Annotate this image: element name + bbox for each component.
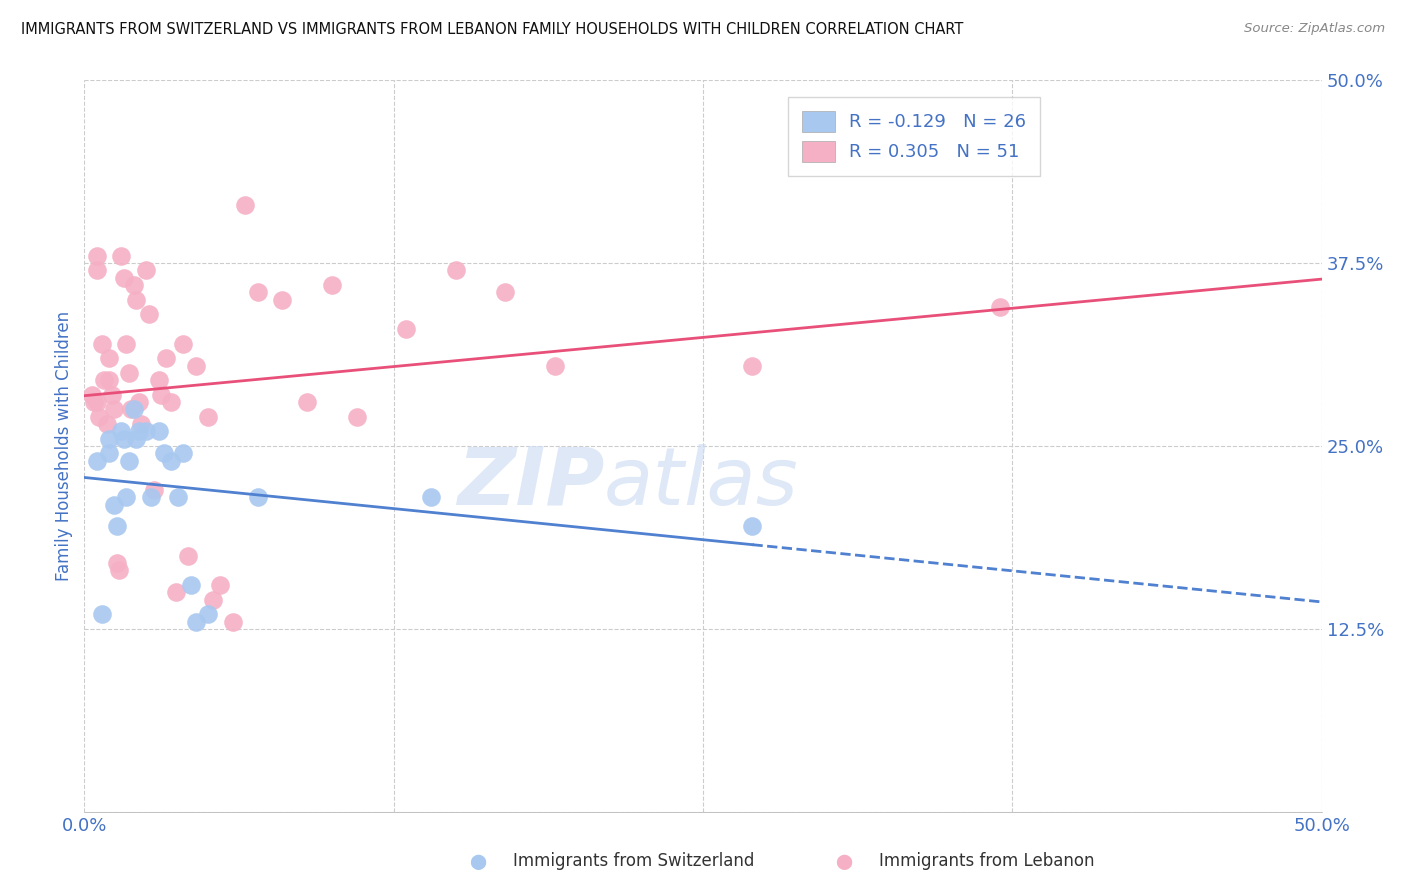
Text: Source: ZipAtlas.com: Source: ZipAtlas.com	[1244, 22, 1385, 36]
Point	[419, 490, 441, 504]
Point	[152, 446, 174, 460]
Text: ZIP: ZIP	[457, 443, 605, 522]
Text: ⬤: ⬤	[470, 855, 486, 870]
Point	[105, 519, 128, 533]
Point	[184, 615, 207, 629]
Legend: R = -0.129   N = 26, R = 0.305   N = 51: R = -0.129 N = 26, R = 0.305 N = 51	[787, 96, 1040, 177]
Point	[112, 432, 135, 446]
Point	[83, 395, 105, 409]
Text: Immigrants from Switzerland: Immigrants from Switzerland	[513, 852, 755, 870]
Point	[105, 556, 128, 570]
Point	[271, 293, 294, 307]
Point	[110, 249, 132, 263]
Point	[165, 585, 187, 599]
Point	[86, 263, 108, 277]
Point	[141, 490, 163, 504]
Point	[100, 388, 122, 402]
Point	[233, 197, 256, 211]
Point	[90, 607, 112, 622]
Point	[115, 336, 138, 351]
Point	[86, 453, 108, 467]
Point	[90, 336, 112, 351]
Point	[98, 446, 121, 460]
Point	[120, 402, 142, 417]
Point	[125, 293, 148, 307]
Point	[108, 563, 131, 577]
Point	[172, 446, 194, 460]
Y-axis label: Family Households with Children: Family Households with Children	[55, 311, 73, 581]
Text: atlas: atlas	[605, 443, 799, 522]
Point	[543, 359, 565, 373]
Point	[128, 425, 150, 439]
Point	[741, 519, 763, 533]
Point	[167, 490, 190, 504]
Point	[135, 425, 157, 439]
Point	[321, 278, 343, 293]
Point	[148, 425, 170, 439]
Point	[135, 263, 157, 277]
Point	[110, 425, 132, 439]
Point	[86, 395, 108, 409]
Point	[148, 373, 170, 387]
Point	[118, 453, 141, 467]
Point	[209, 578, 232, 592]
Point	[346, 409, 368, 424]
Point	[246, 490, 269, 504]
Text: ⬤: ⬤	[835, 855, 852, 870]
Point	[180, 578, 202, 592]
Point	[160, 453, 183, 467]
Point	[444, 263, 467, 277]
Point	[246, 285, 269, 300]
Point	[184, 359, 207, 373]
Point	[741, 359, 763, 373]
Text: IMMIGRANTS FROM SWITZERLAND VS IMMIGRANTS FROM LEBANON FAMILY HOUSEHOLDS WITH CH: IMMIGRANTS FROM SWITZERLAND VS IMMIGRANT…	[21, 22, 963, 37]
Point	[98, 351, 121, 366]
Point	[395, 322, 418, 336]
Point	[197, 409, 219, 424]
Point	[112, 270, 135, 285]
Point	[222, 615, 245, 629]
Point	[125, 432, 148, 446]
Point	[295, 395, 318, 409]
Point	[89, 409, 111, 424]
Point	[80, 388, 103, 402]
Point	[155, 351, 177, 366]
Point	[142, 483, 165, 497]
Point	[103, 402, 125, 417]
Point	[118, 366, 141, 380]
Point	[129, 417, 152, 431]
Point	[494, 285, 516, 300]
Text: Immigrants from Lebanon: Immigrants from Lebanon	[879, 852, 1094, 870]
Point	[86, 249, 108, 263]
Point	[93, 373, 115, 387]
Point	[172, 336, 194, 351]
Point	[138, 307, 160, 321]
Point	[150, 388, 173, 402]
Point	[115, 490, 138, 504]
Point	[122, 402, 145, 417]
Point	[202, 592, 225, 607]
Point	[96, 417, 118, 431]
Point	[122, 278, 145, 293]
Point	[177, 549, 200, 563]
Point	[103, 498, 125, 512]
Point	[988, 300, 1011, 314]
Point	[98, 432, 121, 446]
Point	[98, 373, 121, 387]
Point	[197, 607, 219, 622]
Point	[128, 395, 150, 409]
Point	[160, 395, 183, 409]
